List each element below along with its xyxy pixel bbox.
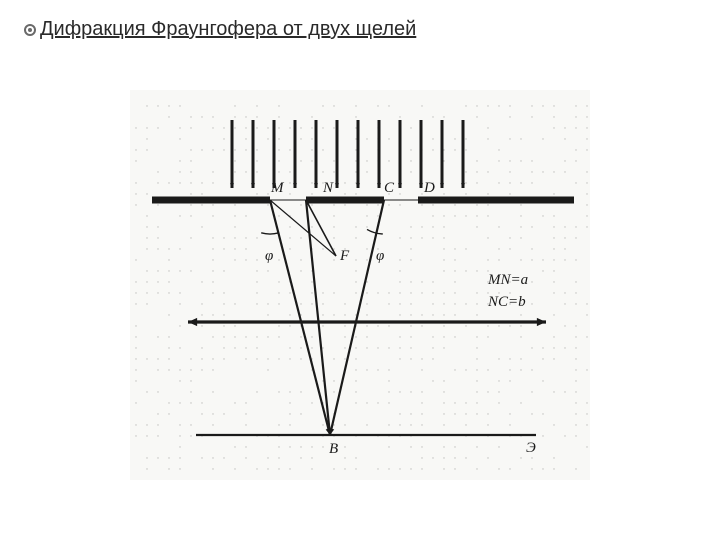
svg-text:D: D xyxy=(423,180,435,196)
lens-axis xyxy=(188,318,546,326)
diffraction-diagram: M N C D F Bφ φ MN=a NC=b Э xyxy=(130,90,590,480)
svg-text:φ: φ xyxy=(376,248,384,264)
svg-text:C: C xyxy=(384,180,395,196)
svg-text:F: F xyxy=(339,248,350,264)
svg-text:MN=a: MN=a xyxy=(487,272,528,288)
diffracted-rays xyxy=(270,200,384,435)
svg-text:B: B xyxy=(329,441,338,457)
svg-text:Э: Э xyxy=(526,440,536,456)
svg-text:M: M xyxy=(270,180,285,196)
page-title: Дифракция Фраунгофера от двух щелей xyxy=(40,18,416,41)
svg-text:NC=b: NC=b xyxy=(487,294,526,310)
labels: M N C D F Bφ φ MN=a NC=b Э xyxy=(265,180,536,457)
bullet-icon xyxy=(24,24,36,36)
svg-text:φ: φ xyxy=(265,248,273,264)
svg-text:N: N xyxy=(322,180,334,196)
title-row: Дифракция Фраунгофера от двух щелей xyxy=(24,18,416,41)
incident-wave-arrows xyxy=(230,120,465,188)
